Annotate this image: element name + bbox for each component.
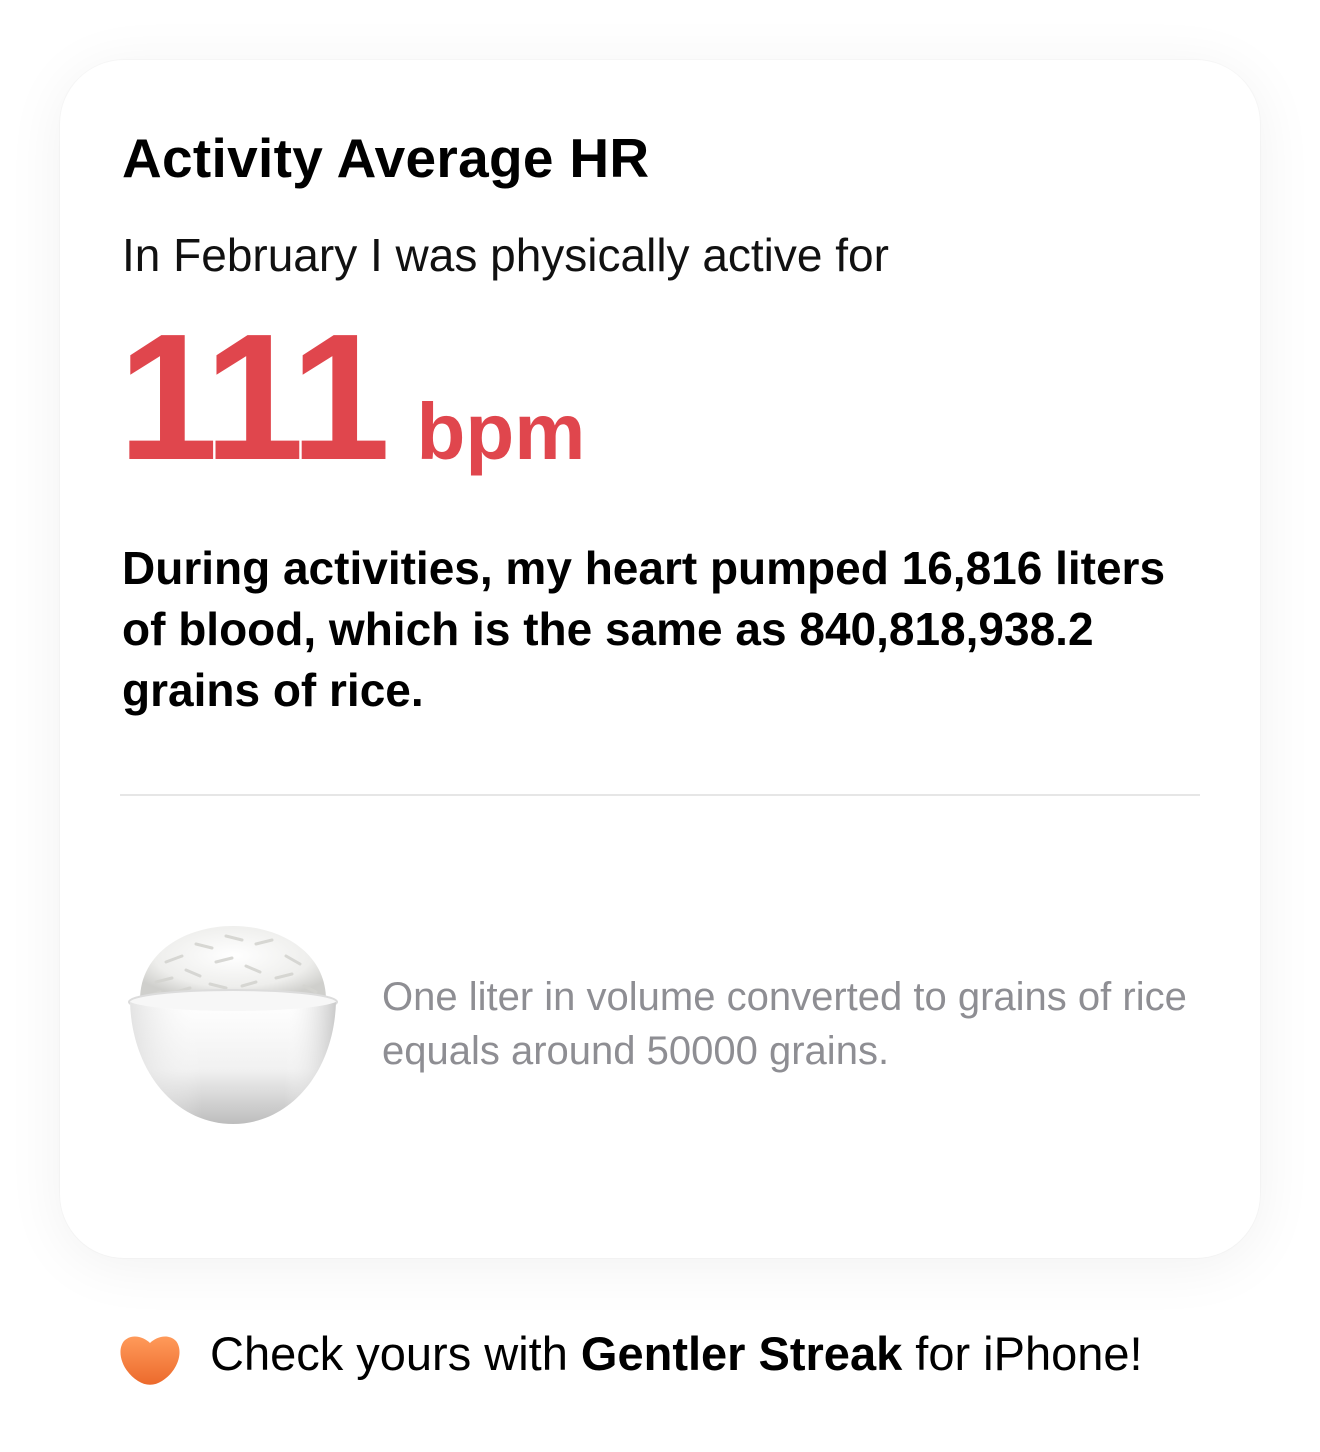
card-title: Activity Average HR: [122, 127, 650, 189]
divider: [120, 794, 1200, 796]
rice-conversion-note: One liter in volume converted to grains …: [382, 975, 1187, 1073]
blood-volume-statement: During activities, my heart pumped 16,81…: [122, 542, 1166, 716]
footer-prefix: Check yours with: [210, 1327, 581, 1380]
footer-suffix: for iPhone!: [902, 1327, 1143, 1380]
rice-bowl-icon: [128, 926, 338, 1124]
heart-rate-metric: 111 bpm: [118, 308, 585, 488]
app-name[interactable]: Gentler Streak: [580, 1327, 903, 1380]
heart-rate-unit: bpm: [416, 387, 586, 476]
heart-rate-value: 111: [118, 297, 390, 498]
footer-text: Check yours with Gentler Streak for iPho…: [210, 1326, 1143, 1381]
gentler-streak-icon: [120, 1336, 180, 1385]
card-subtitle: In February I was physically active for: [122, 229, 889, 281]
activity-hr-card: Activity Average HR In February I was ph…: [60, 60, 1260, 1258]
